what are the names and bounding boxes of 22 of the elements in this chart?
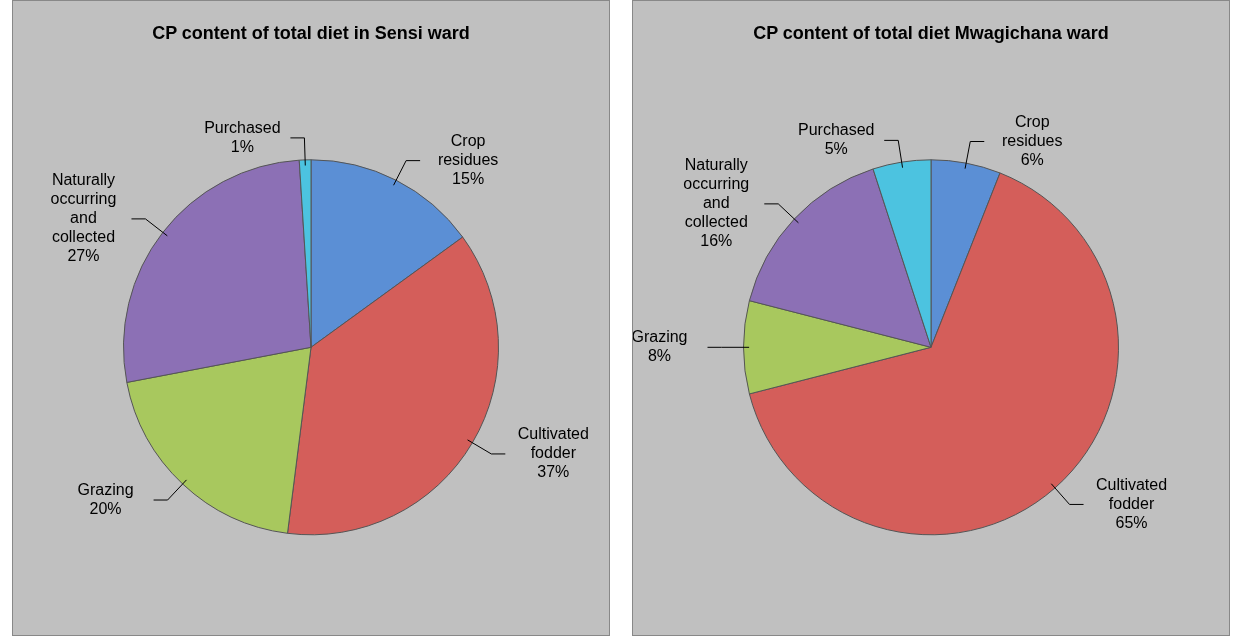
slice-label: Crop residues [437,132,499,169]
chart-title: CP content of total diet in Sensi ward [152,22,470,43]
data-label: 37% [537,463,570,481]
slice-label: Naturally occurring and collected [50,171,117,246]
data-label: 1% [230,137,254,155]
data-label: 16% [700,232,733,250]
slice-label: Grazing [77,480,134,498]
data-label: 6% [1020,150,1044,168]
slice-label: Purchased [797,121,875,139]
data-label: 8% [647,347,672,365]
slice-label: Cultivated fodder [517,425,589,462]
slice-label: Purchased [204,118,281,136]
slice-label: Naturally occurring and collected [683,156,750,231]
data-label: 65% [1115,513,1148,531]
data-label: 5% [824,140,848,158]
slice-label: Grazing [631,328,688,346]
data-label: 27% [67,247,100,265]
slice-label: Crop residues [1002,112,1063,149]
data-label: 15% [452,170,485,188]
chart-title: CP content of total diet Mwagichana ward [753,22,1109,43]
data-label: 20% [89,499,122,517]
slice-label: Cultivated fodder [1095,475,1168,512]
